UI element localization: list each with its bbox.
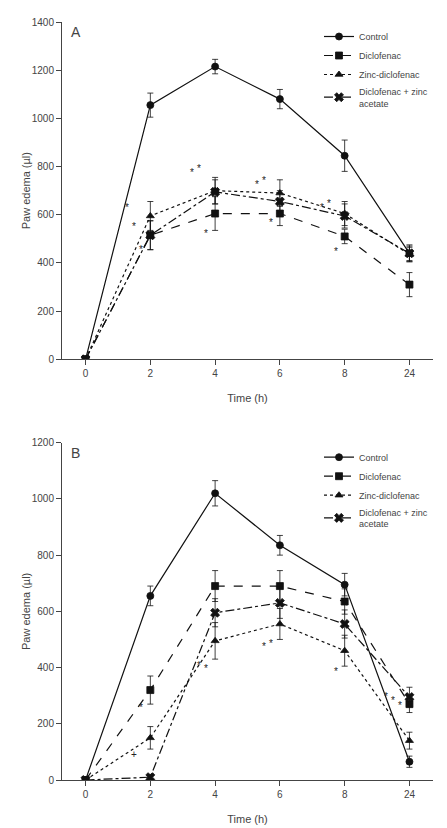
- svg-text:800: 800: [37, 161, 54, 172]
- svg-text:Diclofenac + zincacetate: Diclofenac + zincacetate: [359, 508, 428, 530]
- svg-text:B: B: [71, 445, 80, 461]
- svg-text:*: *: [262, 175, 266, 186]
- svg-text:1000: 1000: [32, 493, 55, 504]
- svg-text:*: *: [190, 167, 194, 178]
- svg-text:600: 600: [37, 209, 54, 220]
- svg-text:*: *: [204, 228, 208, 239]
- svg-text:*: *: [262, 641, 266, 652]
- svg-text:1400: 1400: [32, 17, 55, 28]
- svg-text:*: *: [125, 202, 129, 213]
- svg-text:Time (h): Time (h): [227, 392, 268, 404]
- svg-text:*: *: [334, 246, 338, 257]
- svg-text:*: *: [334, 666, 338, 677]
- svg-text:Diclofenac: Diclofenac: [359, 51, 402, 61]
- svg-text:Paw edema (µl): Paw edema (µl): [20, 152, 32, 229]
- svg-text:2: 2: [148, 789, 154, 800]
- svg-text:Zinc-diclofenac: Zinc-diclofenac: [359, 70, 420, 80]
- svg-text:0: 0: [83, 789, 89, 800]
- svg-text:1200: 1200: [32, 65, 55, 76]
- svg-text:200: 200: [37, 718, 54, 729]
- svg-text:Control: Control: [359, 32, 388, 42]
- svg-text:A: A: [71, 24, 81, 40]
- svg-text:400: 400: [37, 257, 54, 268]
- svg-text:Time (h): Time (h): [227, 813, 268, 825]
- svg-text:*: *: [139, 702, 143, 713]
- svg-text:0: 0: [48, 354, 54, 365]
- svg-text:Zinc-diclofenac: Zinc-diclofenac: [359, 491, 420, 501]
- svg-text:400: 400: [37, 662, 54, 673]
- svg-text:Diclofenac: Diclofenac: [359, 472, 402, 482]
- svg-text:24: 24: [404, 789, 416, 800]
- svg-text:0: 0: [83, 368, 89, 379]
- svg-text:4: 4: [212, 789, 218, 800]
- svg-text:6: 6: [277, 368, 283, 379]
- svg-text:Diclofenac + zincacetate: Diclofenac + zincacetate: [359, 87, 428, 109]
- svg-text:1200: 1200: [32, 437, 55, 448]
- svg-text:2: 2: [148, 368, 154, 379]
- svg-text:*: *: [197, 163, 201, 174]
- svg-text:4: 4: [212, 368, 218, 379]
- svg-text:6: 6: [277, 789, 283, 800]
- svg-text:*: *: [197, 660, 201, 671]
- svg-text:8: 8: [342, 789, 348, 800]
- svg-text:*: *: [269, 638, 273, 649]
- svg-text:*: *: [398, 700, 402, 711]
- svg-text:200: 200: [37, 306, 54, 317]
- svg-text:*: *: [255, 179, 259, 190]
- svg-text:*: *: [391, 695, 395, 706]
- svg-text:0: 0: [48, 775, 54, 786]
- svg-text:*: *: [139, 244, 143, 255]
- svg-text:*: *: [132, 221, 136, 232]
- svg-text:800: 800: [37, 550, 54, 561]
- svg-text:8: 8: [342, 368, 348, 379]
- svg-text:Paw edema (µl): Paw edema (µl): [20, 573, 32, 650]
- svg-text:Control: Control: [359, 453, 388, 463]
- svg-text:+: +: [131, 749, 137, 760]
- svg-text:*: *: [320, 202, 324, 213]
- svg-text:1000: 1000: [32, 113, 55, 124]
- svg-text:24: 24: [404, 368, 416, 379]
- svg-text:*: *: [384, 691, 388, 702]
- svg-text:600: 600: [37, 606, 54, 617]
- svg-text:*: *: [204, 663, 208, 674]
- svg-text:*: *: [327, 198, 331, 209]
- svg-text:*: *: [269, 217, 273, 228]
